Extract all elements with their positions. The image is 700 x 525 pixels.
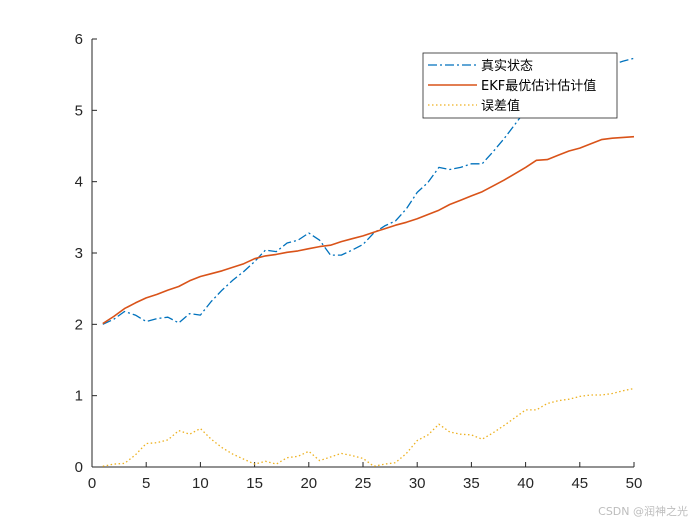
series-line-3 bbox=[102, 387, 635, 467]
x-tick-label: 35 bbox=[463, 475, 480, 492]
x-tick-label: 10 bbox=[192, 475, 209, 492]
x-tick-label: 20 bbox=[300, 475, 317, 492]
x-tick-label: 30 bbox=[409, 475, 426, 492]
x-tick-label: 0 bbox=[88, 475, 96, 492]
x-tick-label: 15 bbox=[246, 475, 263, 492]
y-tick-label: 5 bbox=[75, 102, 83, 119]
y-tick-label: 0 bbox=[75, 459, 83, 476]
series-lines bbox=[102, 57, 635, 467]
y-tick-label: 2 bbox=[75, 316, 83, 333]
watermark-text: CSDN @润神之光 bbox=[598, 505, 688, 518]
y-tick-label: 6 bbox=[75, 31, 83, 48]
x-tick-label: 5 bbox=[142, 475, 150, 492]
series-line-2 bbox=[102, 135, 635, 325]
legend-label-2: EKF最优估计估计值 bbox=[481, 78, 596, 94]
y-tick-label: 3 bbox=[75, 245, 83, 262]
x-tick-label: 40 bbox=[517, 475, 534, 492]
y-tick-label: 1 bbox=[75, 388, 83, 405]
x-tick-label: 50 bbox=[626, 475, 643, 492]
y-tick-label: 4 bbox=[75, 174, 83, 191]
legend-label-3: 误差值 bbox=[481, 98, 520, 114]
legend-label-1: 真实状态 bbox=[481, 59, 533, 74]
x-tick-label: 25 bbox=[355, 475, 372, 492]
x-tick-label: 45 bbox=[571, 475, 588, 492]
